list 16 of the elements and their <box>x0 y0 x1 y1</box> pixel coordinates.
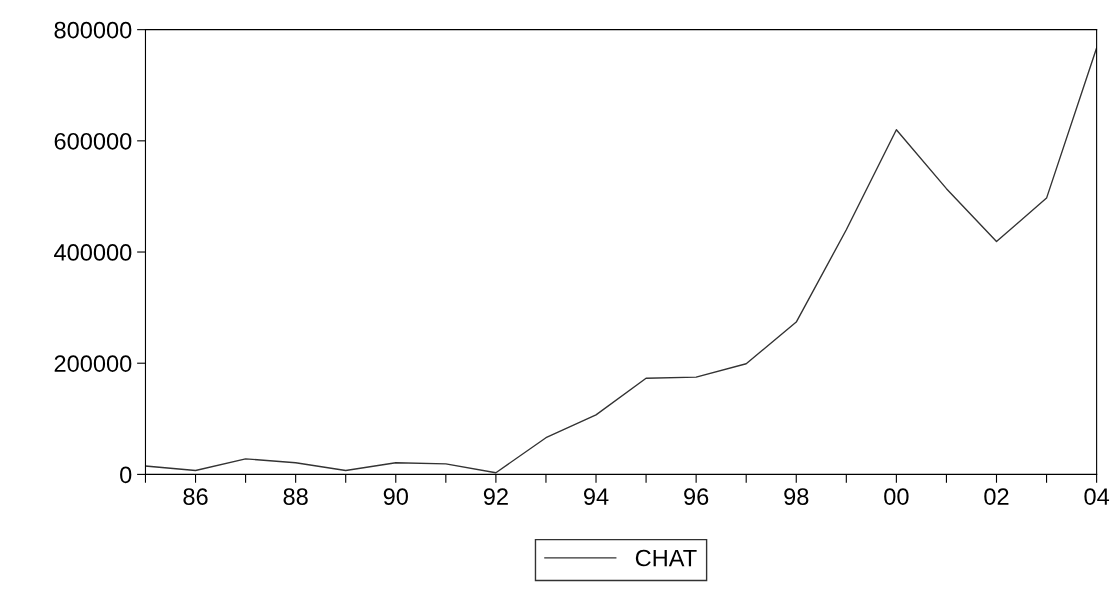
x-tick-label: 02 <box>984 488 1009 505</box>
x-tick-label: 86 <box>183 488 208 505</box>
x-tick-label: 94 <box>583 488 609 505</box>
x-tick-label: 00 <box>884 488 909 505</box>
legend-label: CHAT <box>635 549 697 567</box>
y-tick-label: 200000 <box>54 355 132 372</box>
x-tick-label: 98 <box>784 488 809 505</box>
x-tick-label: 90 <box>383 488 408 505</box>
y-tick-label: 0 <box>120 466 132 484</box>
y-tick-label: 800000 <box>54 21 132 39</box>
x-tick-label: 96 <box>684 488 709 505</box>
x-tick-label: 88 <box>283 488 308 505</box>
y-tick-label: 600000 <box>54 132 132 150</box>
y-tick-label: 400000 <box>54 244 132 261</box>
x-tick-label: 04 <box>1084 488 1110 505</box>
x-tick-label: 92 <box>483 488 508 505</box>
